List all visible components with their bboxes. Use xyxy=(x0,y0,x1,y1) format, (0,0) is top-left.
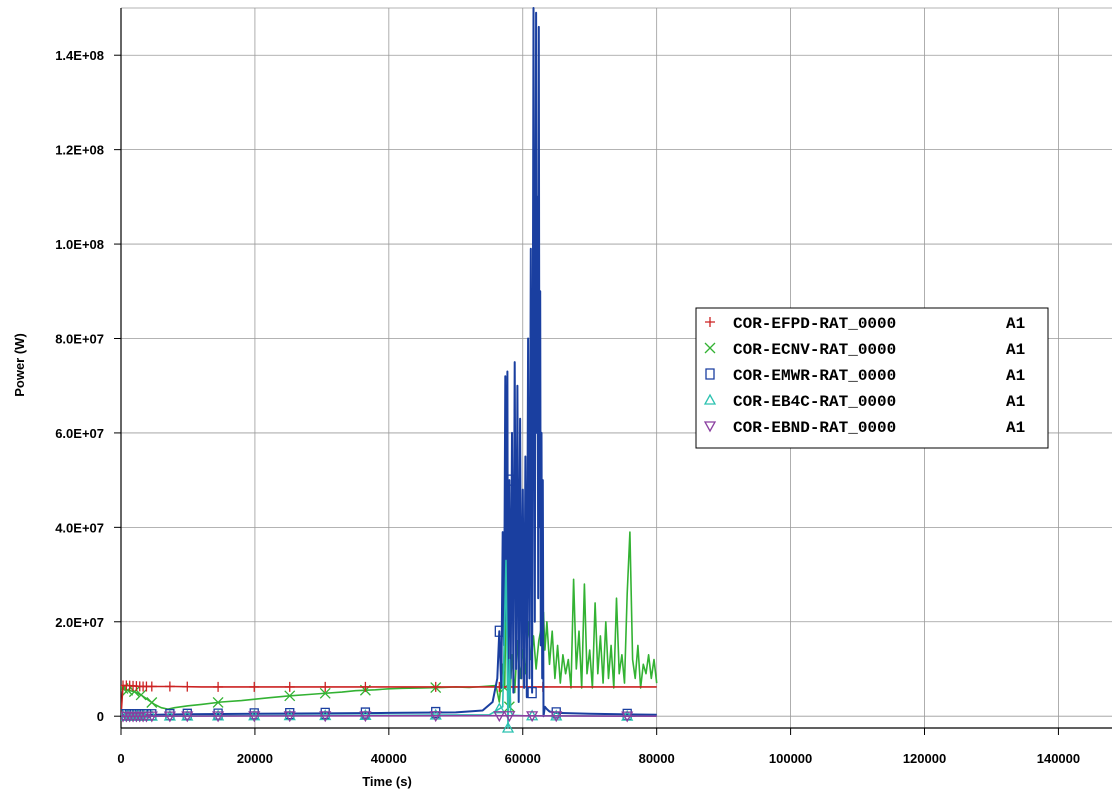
series-marker xyxy=(249,681,260,692)
series-marker xyxy=(493,711,506,723)
series-marker xyxy=(503,701,515,713)
legend-entry-name: COR-EFPD-RAT_0000 xyxy=(733,315,896,333)
series-marker xyxy=(211,711,225,723)
y-tick-label: 1.0E+08 xyxy=(55,237,104,252)
series-marker xyxy=(135,689,147,701)
legend-entry-case: A1 xyxy=(1006,315,1025,333)
y-tick-label: 0 xyxy=(97,709,104,724)
series-marker xyxy=(494,625,504,637)
y-axis-ticks: 0 2.0E+07 4.0E+07 6.0E+07 8.0E+07 1.0E+08 1.2E… xyxy=(55,48,121,724)
legend-marker xyxy=(703,421,717,433)
series-marker xyxy=(429,708,442,720)
y-tick-label: 1.4E+08 xyxy=(55,48,104,63)
y-tick-label: 2.0E+07 xyxy=(55,615,104,630)
legend-entry-case: A1 xyxy=(1006,367,1025,385)
x-tick-label: 40000 xyxy=(371,751,407,766)
x-tick-label: 140000 xyxy=(1037,751,1080,766)
series-marker xyxy=(213,681,224,692)
series-marker xyxy=(359,711,372,723)
series-marker xyxy=(527,686,537,699)
legend-marker xyxy=(704,342,716,354)
series-marker xyxy=(164,681,175,692)
series-marker xyxy=(248,711,261,723)
series-marker xyxy=(128,686,140,698)
plot-frame xyxy=(120,8,1112,729)
x-tick-label: 0 xyxy=(117,751,124,766)
series-marker xyxy=(430,681,441,692)
y-tick-label: 4.0E+07 xyxy=(55,520,104,535)
series-marker xyxy=(319,711,332,723)
series-marker xyxy=(550,711,563,723)
series-marker xyxy=(359,708,372,720)
series-marker xyxy=(146,681,157,692)
y-tick-label: 8.0E+07 xyxy=(55,331,104,346)
series-marker xyxy=(504,474,515,486)
series-marker xyxy=(493,702,506,714)
x-tick-label: 120000 xyxy=(903,751,946,766)
series-marker xyxy=(122,684,134,696)
legend-entry-name: COR-EMWR-RAT_0000 xyxy=(733,367,896,385)
series-marker xyxy=(319,687,331,699)
series-marker xyxy=(320,681,331,692)
legend-entry-name: COR-EB4C-RAT_0000 xyxy=(733,393,896,411)
series-marker xyxy=(360,681,371,692)
series-marker xyxy=(146,697,158,708)
legend-entry-name: COR-ECNV-RAT_0000 xyxy=(733,341,896,359)
series-marker xyxy=(284,690,296,702)
series-marker xyxy=(284,681,295,692)
series-marker xyxy=(503,711,516,723)
legend: COR-EFPD-RAT_0000 A1 COR-ECNV-RAT_0000 A1 CO… xyxy=(695,307,1049,449)
x-axis-ticks: 0 20000 40000 60000 80000 100000 120000 140000 xyxy=(117,728,1080,766)
series-marker xyxy=(212,696,224,708)
series-marker xyxy=(526,711,539,723)
legend-marker xyxy=(705,317,715,327)
series-marker xyxy=(182,681,193,692)
x-tick-label: 80000 xyxy=(639,751,675,766)
x-tick-label: 100000 xyxy=(769,751,812,766)
series-line xyxy=(121,714,657,718)
series-marker xyxy=(319,709,332,721)
series-line xyxy=(121,531,658,710)
y-axis-label: Power (W) xyxy=(12,333,27,397)
x-axis-label: Time (s) xyxy=(362,774,412,789)
series-cor-efpd-rat_0000 xyxy=(121,680,657,717)
series-cor-ebnd-rat_0000 xyxy=(121,711,657,723)
series-layer xyxy=(121,7,658,733)
series-marker xyxy=(181,711,194,723)
legend-entry-case: A1 xyxy=(1006,341,1025,359)
legend-entry-case: A1 xyxy=(1006,419,1025,437)
legend-marker xyxy=(705,368,715,380)
x-tick-label: 60000 xyxy=(505,751,541,766)
y-tick-label: 1.2E+08 xyxy=(55,143,104,158)
series-marker xyxy=(163,711,176,723)
legend-box xyxy=(695,307,1049,449)
series-marker xyxy=(501,721,515,733)
series-marker xyxy=(283,711,296,723)
series-marker xyxy=(429,711,442,723)
legend-marker xyxy=(703,393,717,405)
series-line xyxy=(121,7,657,718)
series-marker xyxy=(145,711,158,723)
legend-entry-case: A1 xyxy=(1006,393,1025,411)
x-tick-label: 20000 xyxy=(237,751,273,766)
y-tick-label: 6.0E+07 xyxy=(55,426,104,441)
series-marker xyxy=(621,711,634,723)
series-cor-emwr-rat_0000 xyxy=(121,7,657,721)
legend-entry-name: COR-EBND-RAT_0000 xyxy=(733,419,896,437)
